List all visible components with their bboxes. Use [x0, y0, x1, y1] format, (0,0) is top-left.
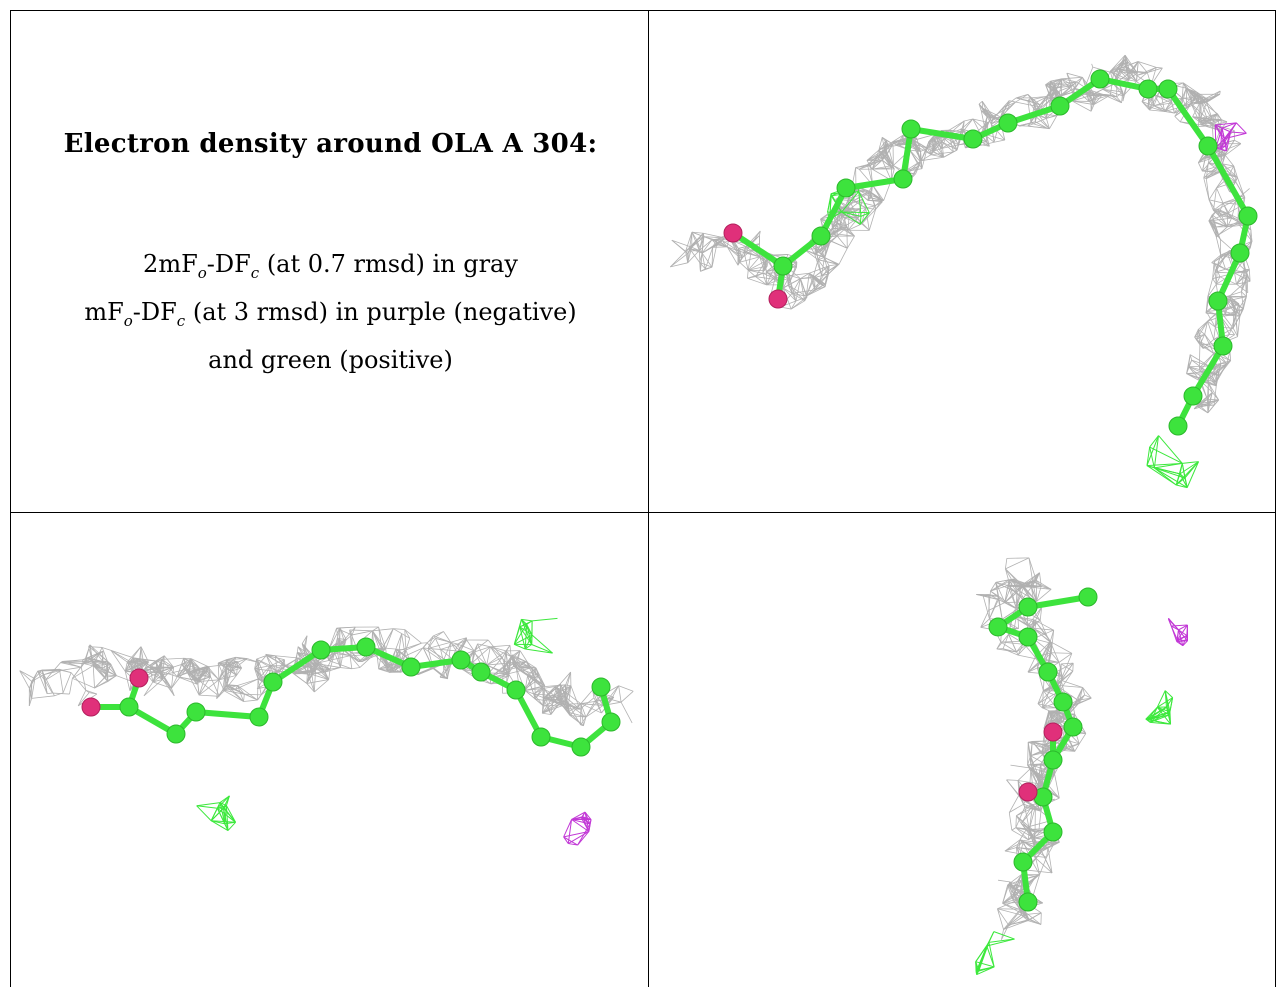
mesh-2fofc [19, 626, 634, 727]
carbon-atom [998, 113, 1018, 133]
positive-density [1146, 435, 1199, 489]
carbon-atom [401, 657, 421, 677]
carbon-atom [471, 662, 491, 682]
carbon-atom [451, 650, 471, 670]
carbon-atom [773, 256, 793, 276]
carbon-atom [1038, 662, 1058, 682]
density-view-2-canvas [19, 617, 634, 846]
carbon-atom [988, 617, 1008, 637]
carbon-atom [963, 129, 983, 149]
negative-density [563, 811, 592, 846]
carbon-atom [311, 640, 331, 660]
figure-title: Electron density around OLA A 304: [63, 129, 598, 159]
positive-density [1145, 690, 1174, 725]
legend-line-colors: and green (positive) [208, 345, 453, 374]
oxygen-atom [768, 289, 788, 309]
figure-grid: Electron density around OLA A 304: 2mFo-… [10, 10, 1276, 987]
legend-line-2fofc: 2mFo-DFc (at 0.7 rmsd) in gray [143, 250, 518, 282]
bond [908, 126, 976, 142]
ligand-ola [988, 587, 1098, 912]
carbon-atom [1018, 627, 1038, 647]
mesh-2fofc [976, 557, 1092, 940]
carbon-atom [1018, 597, 1038, 617]
carbon-atom [1208, 291, 1228, 311]
carbon-atom [1168, 416, 1188, 436]
negative-density [1214, 122, 1247, 152]
oxygen-atom [129, 668, 149, 688]
carbon-atom [506, 680, 526, 700]
carbon-atom [249, 707, 269, 727]
carbon-atom [1013, 852, 1033, 872]
bond [270, 647, 324, 685]
density-legend: 2mFo-DFc (at 0.7 rmsd) in gray mFo-DFc (… [11, 245, 648, 380]
density-view-3-canvas [975, 557, 1189, 976]
carbon-atom [531, 727, 551, 747]
carbon-atom [893, 169, 913, 189]
carbon-atom [186, 702, 206, 722]
carbon-atom [356, 637, 376, 657]
carbon-atom [119, 697, 139, 717]
carbon-atom [591, 677, 611, 697]
carbon-atom [1138, 79, 1158, 99]
positive-density [513, 617, 558, 654]
ligand-ola [81, 637, 621, 757]
bond [1165, 86, 1211, 149]
oxygen-atom [1018, 782, 1038, 802]
carbon-atom [1053, 692, 1073, 712]
positive-density [196, 795, 236, 832]
positive-density [975, 931, 1015, 976]
carbon-atom [1043, 750, 1063, 770]
carbon-atom [901, 119, 921, 139]
carbon-atom [1063, 717, 1083, 737]
density-view-1-canvas [670, 54, 1258, 489]
negative-density [1168, 618, 1189, 647]
bond [730, 230, 786, 269]
oxygen-atom [723, 223, 743, 243]
carbon-atom [263, 672, 283, 692]
carbon-atom [1158, 79, 1178, 99]
caption-cell: Electron density around OLA A 304: 2mFo-… [10, 10, 649, 513]
carbon-atom [1230, 243, 1250, 263]
oxygen-atom [1043, 722, 1063, 742]
ligand-ola [723, 69, 1258, 436]
carbon-atom [166, 724, 186, 744]
bond [193, 709, 262, 720]
carbon-atom [1043, 822, 1063, 842]
carbon-atom [1198, 136, 1218, 156]
bond [1025, 594, 1091, 610]
carbon-atom [1050, 96, 1070, 116]
carbon-atom [601, 712, 621, 732]
oxygen-atom [81, 697, 101, 717]
carbon-atom [811, 226, 831, 246]
density-view-1 [648, 10, 1276, 513]
legend-line-fofc: mFo-DFc (at 3 rmsd) in purple (negative) [84, 297, 577, 330]
mesh-2fofc [670, 54, 1253, 414]
carbon-atom [1213, 336, 1233, 356]
carbon-atom [1238, 206, 1258, 226]
carbon-atom [1078, 587, 1098, 607]
carbon-atom [1018, 892, 1038, 912]
carbon-atom [1183, 386, 1203, 406]
bond [843, 176, 906, 191]
bond [1205, 143, 1251, 219]
density-view-3 [648, 512, 1276, 987]
carbon-atom [1090, 69, 1110, 89]
bond [1190, 343, 1226, 399]
carbon-atom [571, 737, 591, 757]
carbon-atom [836, 178, 856, 198]
density-view-2 [10, 512, 649, 987]
